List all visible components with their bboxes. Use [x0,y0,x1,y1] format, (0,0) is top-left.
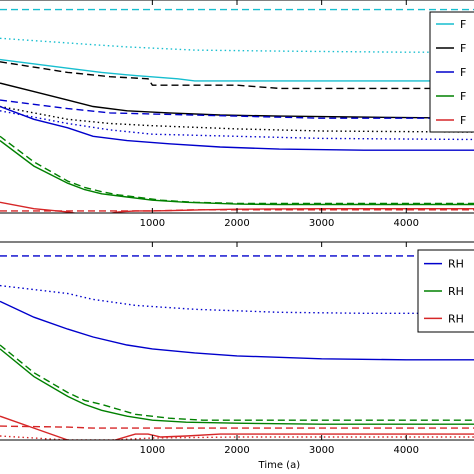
series-line-13 [0,201,474,213]
series-line-8 [0,435,474,440]
series-line-6 [0,105,474,133]
x-tick-label: 3000 [309,218,334,229]
series-line-6 [0,425,474,429]
legend-label: RH [448,312,464,325]
legend-label: RH [448,285,464,298]
series-line-3 [0,58,474,82]
series-line-11 [0,140,474,206]
legend-label: F [460,18,466,31]
series-line-10 [0,135,474,205]
bottom-panel: 1000 2000 3000 4000 Time (a) RH RH RH [0,241,474,471]
legend-label: F [460,90,466,103]
series-line-2 [0,284,474,314]
x-tick-label: 1000 [140,218,165,229]
series-line-7 [0,415,474,440]
series-line-5 [0,348,474,425]
legend-label: F [460,42,466,55]
x-axis-label: Time (a) [258,460,301,471]
series-line-9 [0,105,474,151]
series-line-5 [0,82,474,119]
x-tick-label: 1000 [140,445,165,456]
x-tick-label: 4000 [394,445,419,456]
plot-area [0,8,474,213]
series-line-4 [0,344,474,421]
legend-label: F [460,114,466,127]
series-line-8 [0,110,474,141]
series-line-4 [0,61,474,90]
series-line-3 [0,300,474,361]
plot-area [0,255,474,440]
x-tick-label: 2000 [224,218,249,229]
legend-label: RH [448,258,464,271]
legend-label: F [460,66,466,79]
x-tick-label: 2000 [224,445,249,456]
legend: RH RH RH [417,249,474,333]
x-tick-label: 3000 [309,445,334,456]
series-line-7 [0,99,474,119]
series-line-2 [0,37,474,53]
x-tick-label: 4000 [394,218,419,229]
